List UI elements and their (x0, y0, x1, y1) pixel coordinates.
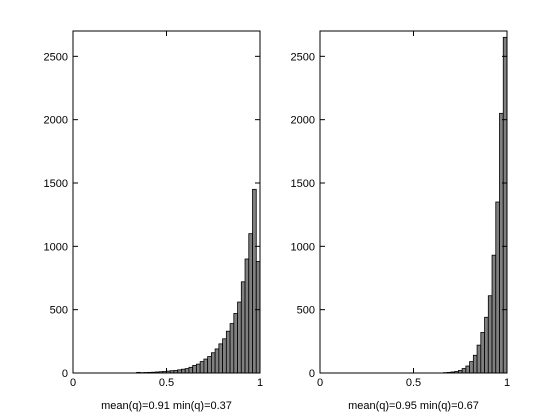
histogram-bar (188, 366, 194, 374)
y-tick-label: 500 (297, 305, 315, 317)
y-tick-label: 0 (62, 368, 68, 380)
x-axis-label: mean(q)=0.95 min(q)=0.67 (348, 400, 479, 412)
histogram-bar (472, 354, 478, 374)
histogram-bar (225, 330, 231, 374)
histogram-bar (495, 201, 500, 374)
histogram-bar (480, 332, 485, 374)
histogram-bar (222, 338, 227, 374)
histogram-bar (240, 281, 246, 374)
histogram-panel-2: 0 500 1000 1500 2000 2500 0 0.5 1 mean(q)=0.95 mi… (291, 30, 510, 412)
histogram-bar (203, 358, 209, 374)
y-tick-label: 2000 (291, 115, 315, 127)
y-tick-label: 1500 (44, 178, 68, 190)
axes-box (72, 30, 261, 374)
histogram-bar (499, 112, 504, 374)
x-tick-label: 0 (317, 377, 323, 389)
histogram-bar (196, 363, 201, 374)
histogram-bar (214, 348, 220, 374)
y-tick-label: 1000 (291, 241, 315, 253)
histogram-bar (199, 361, 205, 374)
histogram-bar (210, 352, 216, 374)
histogram-bar (476, 344, 482, 374)
axes-box (319, 30, 508, 374)
x-axis-label: mean(q)=0.91 min(q)=0.37 (101, 400, 232, 412)
histogram-bar (181, 368, 186, 374)
histogram-bar (248, 233, 253, 374)
y-tick-label: 0 (309, 368, 315, 380)
histogram-bar (484, 316, 489, 374)
histogram-bar (491, 254, 497, 374)
x-tick-label: 0.5 (159, 377, 174, 389)
y-tick-label: 1000 (44, 241, 68, 253)
histogram-panel-1: 0 500 1000 1500 2000 2500 0 0.5 1 mean(q)=0.91 mi… (44, 30, 263, 412)
histogram-bar (233, 313, 238, 374)
histogram-bar (207, 356, 212, 374)
histogram-bar (461, 368, 467, 374)
x-tick-label: 1 (504, 377, 510, 389)
histogram-bar (465, 365, 470, 374)
y-tick-label: 2000 (44, 115, 68, 127)
histogram-bar (229, 323, 235, 374)
histogram-bar (184, 368, 190, 374)
y-tick-label: 2500 (44, 51, 68, 63)
histogram-bar (502, 36, 508, 374)
y-tick-label: 1500 (291, 178, 315, 190)
histogram-bar (237, 301, 242, 374)
histogram-bar (252, 188, 257, 374)
histogram-bar (255, 261, 261, 374)
histogram-bar (218, 343, 224, 374)
x-tick-label: 0.5 (406, 377, 421, 389)
histogram-bar (192, 364, 197, 374)
histogram-bar (487, 295, 493, 374)
x-tick-label: 0 (70, 377, 76, 389)
y-tick-label: 2500 (291, 51, 315, 63)
y-tick-label: 500 (50, 305, 68, 317)
histogram-bar (469, 361, 474, 374)
x-tick-label: 1 (257, 377, 263, 389)
histogram-bar (244, 258, 250, 374)
